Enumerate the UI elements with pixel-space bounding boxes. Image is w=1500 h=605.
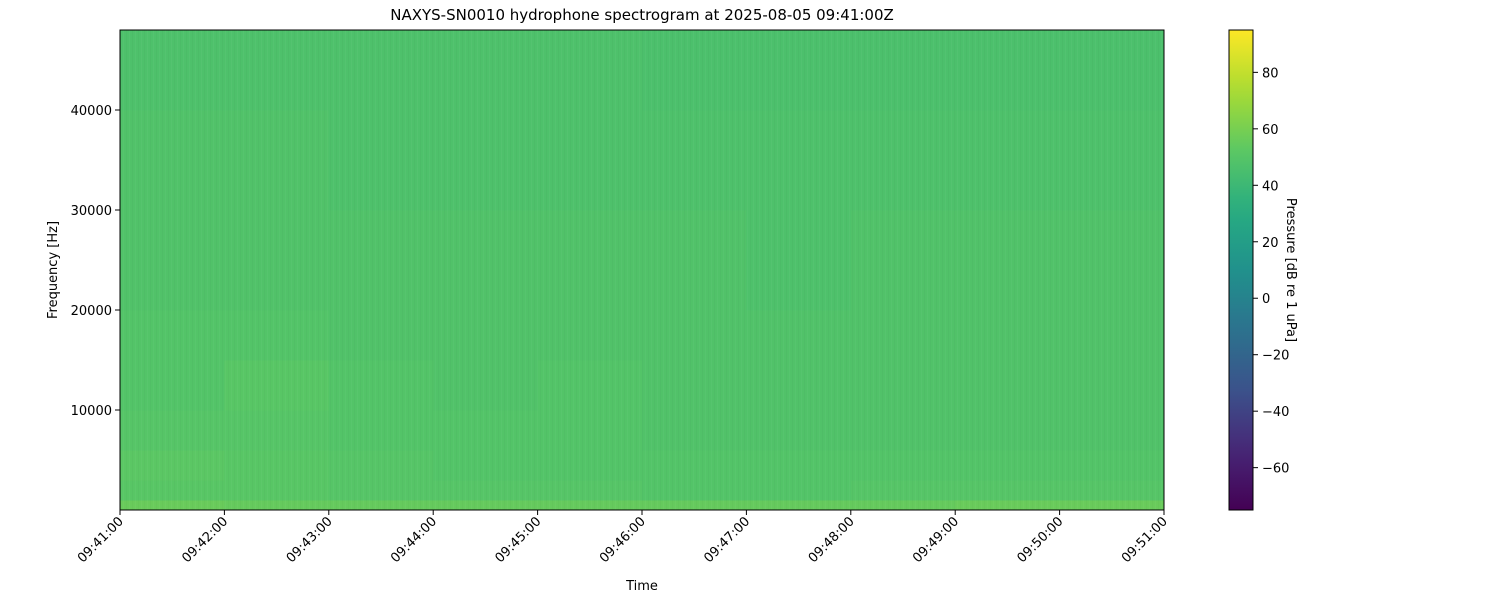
x-tick-label: 09:41:00 (75, 514, 127, 566)
x-axis-label: Time (625, 579, 658, 594)
y-axis: 10000 20000 30000 40000 (71, 104, 120, 419)
colorbar-tick-label: 0 (1262, 292, 1270, 307)
x-tick-label: 09:45:00 (493, 514, 545, 566)
colorbar-label: Pressure [dB re 1 uPa] (1283, 198, 1298, 342)
colorbar (1228, 29, 1254, 511)
y-tick-label: 20000 (71, 304, 112, 319)
x-tick-label: 09:50:00 (1015, 514, 1067, 566)
y-tick-label: 40000 (71, 104, 112, 119)
colorbar-tick-label: 20 (1262, 236, 1279, 251)
y-axis-label: Frequency [Hz] (46, 221, 61, 319)
x-tick-label: 09:44:00 (388, 514, 440, 566)
colorbar-tick-label: −20 (1262, 349, 1289, 364)
texture-overlay (120, 30, 1164, 510)
x-tick-label: 09:42:00 (179, 514, 231, 566)
y-tick-label: 10000 (71, 404, 112, 419)
x-axis: 09:41:00 09:42:00 09:43:00 09:44:00 09:45:00… (75, 510, 1171, 566)
colorbar-axis: −60 −40 −20 0 20 40 60 80 (1253, 66, 1289, 477)
y-tick-label: 30000 (71, 204, 112, 219)
colorbar-tick-label: −40 (1262, 405, 1289, 420)
colorbar-tick-label: 60 (1262, 123, 1279, 138)
colorbar-tick-label: 80 (1262, 66, 1279, 81)
colorbar-tick-label: 40 (1262, 179, 1279, 194)
x-tick-label: 09:47:00 (701, 514, 753, 566)
x-tick-label: 09:49:00 (910, 514, 962, 566)
x-tick-label: 09:48:00 (806, 514, 858, 566)
colorbar-tick-label: −60 (1262, 462, 1289, 477)
x-tick-label: 09:51:00 (1119, 514, 1171, 566)
x-tick-label: 09:46:00 (597, 514, 649, 566)
x-tick-label: 09:43:00 (284, 514, 336, 566)
chart-title: NAXYS-SN0010 hydrophone spectrogram at 2… (390, 6, 894, 24)
